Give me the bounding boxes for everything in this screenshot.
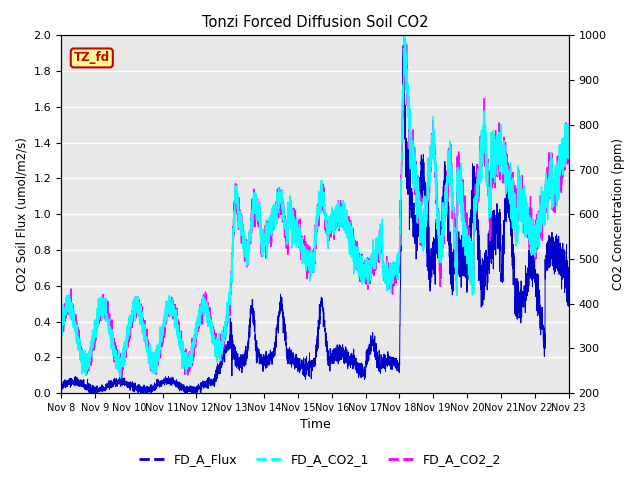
- FD_A_CO2_1: [57, 312, 65, 318]
- FD_A_CO2_1: [565, 146, 573, 152]
- Y-axis label: CO2 Concentration (ppm): CO2 Concentration (ppm): [612, 138, 625, 290]
- FD_A_CO2_2: [271, 213, 278, 219]
- FD_A_Flux: [524, 278, 532, 284]
- FD_A_CO2_1: [426, 143, 434, 148]
- FD_A_Flux: [550, 264, 557, 269]
- Title: Tonzi Forced Diffusion Soil CO2: Tonzi Forced Diffusion Soil CO2: [202, 15, 428, 30]
- FD_A_Flux: [275, 312, 282, 318]
- FD_A_CO2_1: [401, 33, 408, 38]
- Text: TZ_fd: TZ_fd: [74, 51, 110, 64]
- Line: FD_A_CO2_2: FD_A_CO2_2: [61, 36, 569, 376]
- Legend: FD_A_Flux, FD_A_CO2_1, FD_A_CO2_2: FD_A_Flux, FD_A_CO2_1, FD_A_CO2_2: [134, 448, 506, 471]
- FD_A_Flux: [565, 278, 573, 284]
- FD_A_Flux: [399, 43, 407, 48]
- FD_A_CO2_2: [401, 33, 408, 38]
- FD_A_CO2_2: [298, 238, 306, 244]
- Line: FD_A_Flux: FD_A_Flux: [61, 46, 569, 393]
- Line: FD_A_CO2_1: FD_A_CO2_1: [61, 36, 569, 378]
- FD_A_Flux: [426, 288, 434, 294]
- FD_A_CO2_2: [565, 139, 573, 145]
- FD_A_CO2_2: [426, 154, 434, 159]
- X-axis label: Time: Time: [300, 419, 330, 432]
- FD_A_CO2_2: [524, 212, 532, 218]
- FD_A_CO2_1: [116, 375, 124, 381]
- FD_A_Flux: [87, 390, 95, 396]
- FD_A_CO2_1: [275, 201, 282, 207]
- FD_A_CO2_1: [550, 176, 557, 182]
- FD_A_CO2_1: [271, 227, 278, 232]
- FD_A_CO2_2: [116, 373, 124, 379]
- FD_A_CO2_1: [298, 261, 306, 267]
- FD_A_Flux: [298, 366, 306, 372]
- Y-axis label: CO2 Soil Flux (umol/m2/s): CO2 Soil Flux (umol/m2/s): [15, 137, 28, 291]
- FD_A_CO2_1: [524, 226, 532, 231]
- FD_A_CO2_2: [550, 204, 557, 210]
- FD_A_Flux: [271, 349, 278, 355]
- FD_A_Flux: [57, 382, 65, 388]
- FD_A_CO2_2: [275, 204, 282, 210]
- FD_A_CO2_2: [57, 336, 65, 342]
